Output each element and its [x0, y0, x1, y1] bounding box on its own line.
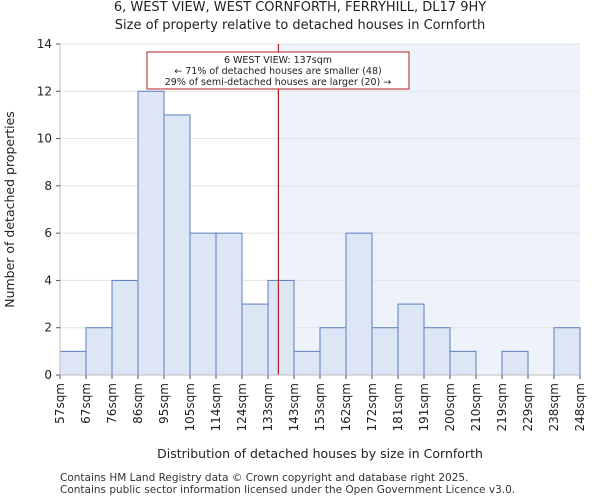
bar-162sqm	[345, 232, 373, 376]
x-tick-label: 153sqm	[313, 383, 327, 431]
x-tick-label: 219sqm	[495, 383, 509, 431]
x-tick-label: 238sqm	[547, 383, 561, 431]
x-tick-label: 229sqm	[521, 383, 535, 431]
bar-95sqm	[163, 114, 191, 376]
annotation-line-3: 29% of semi-detached houses are larger (…	[165, 77, 392, 88]
bar-76sqm	[111, 279, 139, 376]
histogram-chart: 6 WEST VIEW: 137sqm← 71% of detached hou…	[2, 37, 587, 461]
x-tick-label: 114sqm	[209, 383, 223, 431]
bar-191sqm	[423, 327, 451, 376]
bar-219sqm	[501, 350, 529, 376]
x-tick-label: 76sqm	[105, 383, 119, 424]
bar-105sqm	[189, 232, 217, 376]
x-tick-label: 86sqm	[131, 383, 145, 424]
attribution-line-1: Contains HM Land Registry data © Crown c…	[60, 472, 469, 484]
annotation-line-2: ← 71% of detached houses are smaller (48…	[174, 66, 381, 77]
annotation-line-1: 6 WEST VIEW: 137sqm	[224, 55, 332, 66]
x-tick-label: 248sqm	[573, 383, 587, 431]
attribution-line-2: Contains public sector information licen…	[60, 484, 516, 496]
x-tick-label: 191sqm	[417, 383, 431, 431]
x-tick-label: 172sqm	[365, 383, 379, 431]
x-tick-label: 57sqm	[53, 383, 67, 424]
y-axis-title: Number of detached properties	[2, 111, 17, 308]
x-tick-label: 124sqm	[235, 383, 249, 431]
x-tick-label: 162sqm	[339, 383, 353, 431]
x-tick-label: 210sqm	[469, 383, 483, 431]
x-axis-title: Distribution of detached houses by size …	[157, 446, 483, 461]
x-tick-label: 105sqm	[183, 383, 197, 431]
y-tick-label: 14	[37, 37, 52, 51]
y-tick-label: 4	[44, 273, 52, 287]
x-tick-label: 95sqm	[157, 383, 171, 424]
bar-86sqm	[137, 90, 165, 376]
bar-143sqm	[293, 350, 321, 376]
bar-181sqm	[397, 303, 425, 376]
x-tick-label: 143sqm	[287, 383, 301, 431]
bar-238sqm	[553, 327, 581, 376]
x-tick-label: 67sqm	[79, 383, 93, 424]
annotation-box	[146, 51, 410, 90]
bar-124sqm	[241, 303, 269, 376]
bar-133sqm	[267, 279, 295, 376]
bar-114sqm	[215, 232, 243, 376]
x-tick-label: 133sqm	[261, 383, 275, 431]
chart-subtitle: Size of property relative to detached ho…	[114, 18, 486, 33]
chart-title: 6, WEST VIEW, WEST CORNFORTH, FERRYHILL,…	[113, 0, 487, 15]
y-tick-label: 8	[44, 179, 52, 193]
x-tick-label: 200sqm	[443, 383, 457, 431]
bar-200sqm	[449, 350, 477, 376]
highlight-region	[278, 44, 580, 375]
y-tick-label: 10	[37, 132, 52, 146]
bar-153sqm	[319, 327, 347, 376]
bar-172sqm	[371, 327, 399, 376]
bar-57sqm	[59, 350, 87, 376]
y-tick-label: 0	[44, 368, 52, 382]
x-tick-label: 181sqm	[391, 383, 405, 431]
y-tick-label: 12	[37, 84, 52, 98]
bar-67sqm	[85, 327, 113, 376]
y-tick-label: 6	[44, 226, 52, 240]
y-tick-label: 2	[44, 321, 52, 335]
